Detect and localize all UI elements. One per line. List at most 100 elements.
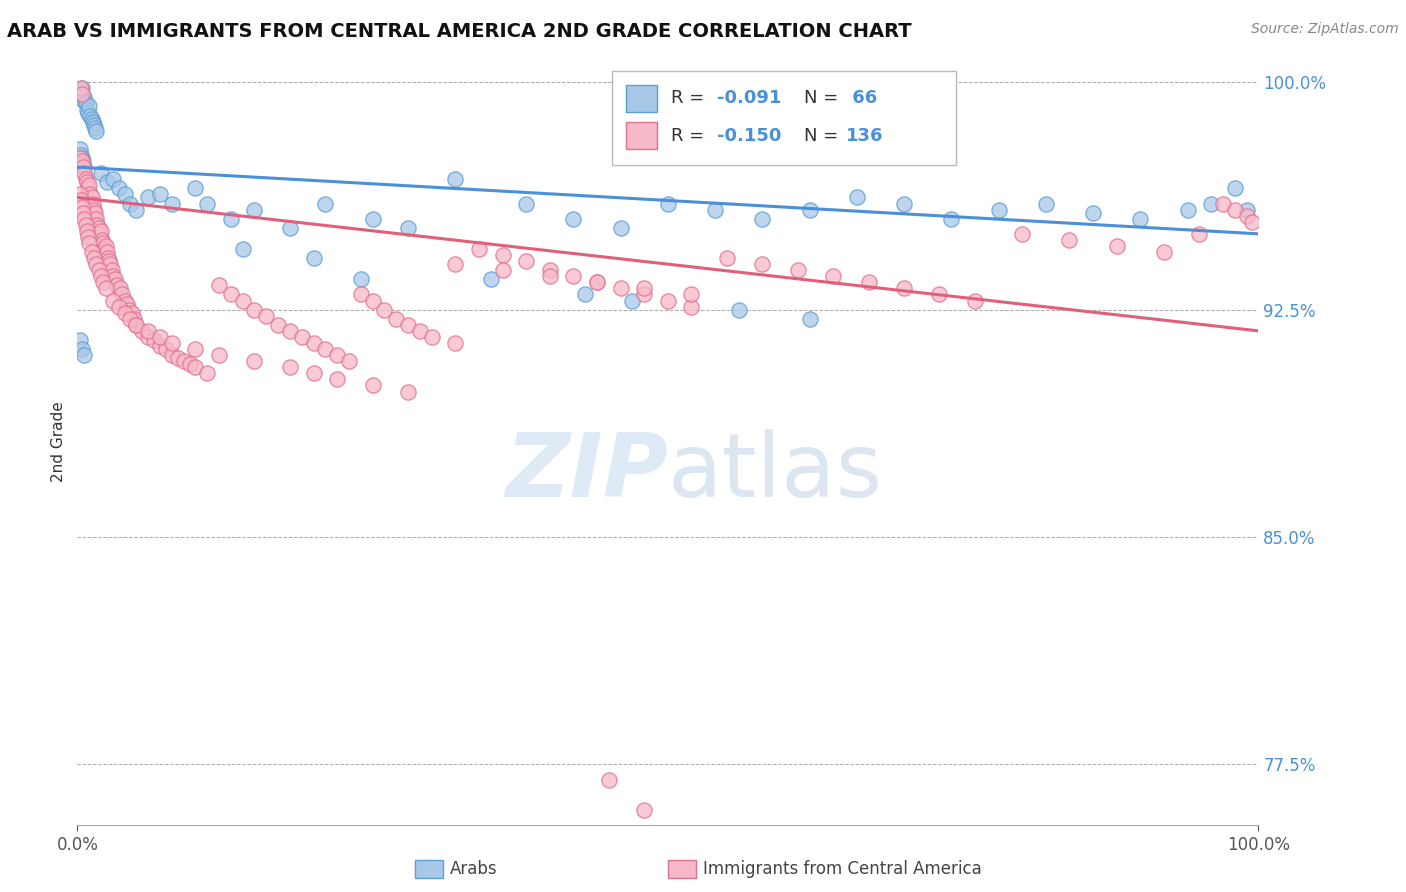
Point [361, 378, 384, 392]
Point [468, 242, 491, 256]
Point [1129, 211, 1152, 226]
Point [100, 257, 122, 271]
Point [337, 354, 360, 368]
Point [1059, 233, 1081, 247]
Point [89, 227, 111, 241]
Point [609, 281, 631, 295]
Point [70, 148, 93, 162]
Point [121, 306, 143, 320]
Point [73, 348, 96, 362]
Point [302, 251, 325, 265]
Point [149, 339, 172, 353]
Point [1223, 181, 1246, 195]
Point [143, 333, 166, 347]
Point [80, 245, 103, 260]
Point [72, 94, 94, 108]
Text: 66: 66 [846, 89, 877, 107]
Point [136, 330, 159, 344]
Point [90, 224, 112, 238]
Point [70, 81, 93, 95]
Point [609, 220, 631, 235]
Point [681, 287, 703, 301]
Point [1236, 209, 1258, 223]
Point [76, 175, 98, 189]
Point [91, 235, 114, 250]
Point [100, 263, 122, 277]
Point [83, 202, 105, 217]
Point [94, 281, 117, 295]
Point [72, 160, 94, 174]
Point [1105, 239, 1128, 253]
Point [562, 269, 585, 284]
Point [77, 105, 100, 120]
Point [254, 309, 277, 323]
Point [184, 342, 207, 356]
Y-axis label: 2nd Grade: 2nd Grade [51, 401, 66, 482]
Point [350, 272, 373, 286]
Point [586, 276, 609, 290]
Point [179, 357, 201, 371]
Point [69, 187, 91, 202]
Point [111, 287, 134, 301]
Point [302, 367, 325, 381]
Point [98, 254, 121, 268]
Point [73, 166, 96, 180]
Point [515, 254, 537, 268]
Point [681, 300, 703, 314]
Point [219, 211, 242, 226]
Point [633, 287, 655, 301]
Point [1081, 205, 1104, 219]
Point [82, 114, 104, 128]
Point [72, 154, 94, 169]
Point [845, 190, 868, 204]
Point [90, 166, 112, 180]
Point [94, 239, 117, 253]
Point [76, 103, 98, 117]
Point [86, 218, 108, 232]
Point [90, 269, 112, 284]
Point [243, 354, 266, 368]
Point [396, 220, 419, 235]
Point [155, 342, 177, 356]
Text: Source: ZipAtlas.com: Source: ZipAtlas.com [1251, 22, 1399, 37]
Point [82, 196, 104, 211]
Point [1177, 202, 1199, 217]
Point [108, 281, 131, 295]
Text: Immigrants from Central America: Immigrants from Central America [703, 860, 981, 878]
Point [195, 367, 218, 381]
Point [104, 272, 127, 286]
Point [149, 187, 172, 202]
Point [314, 342, 336, 356]
Point [87, 263, 110, 277]
Point [633, 803, 655, 817]
Point [823, 269, 845, 284]
Point [77, 235, 100, 250]
Point [208, 348, 231, 362]
Point [91, 233, 114, 247]
Point [173, 354, 195, 368]
Point [314, 196, 336, 211]
Point [79, 187, 101, 202]
Point [219, 287, 242, 301]
Point [114, 306, 136, 320]
Point [75, 172, 97, 186]
Point [1011, 227, 1033, 241]
Point [96, 175, 118, 189]
Point [69, 333, 91, 347]
Point [125, 318, 148, 332]
Point [1199, 196, 1222, 211]
Point [136, 324, 159, 338]
Point [326, 348, 349, 362]
Point [232, 242, 254, 256]
Text: -0.150: -0.150 [717, 127, 782, 145]
Point [350, 287, 373, 301]
Point [444, 257, 467, 271]
Point [84, 205, 107, 219]
Point [166, 351, 188, 366]
Point [97, 251, 120, 265]
Text: -0.091: -0.091 [717, 89, 782, 107]
Point [195, 196, 218, 211]
Point [278, 220, 301, 235]
Point [278, 324, 301, 338]
Point [70, 151, 93, 165]
